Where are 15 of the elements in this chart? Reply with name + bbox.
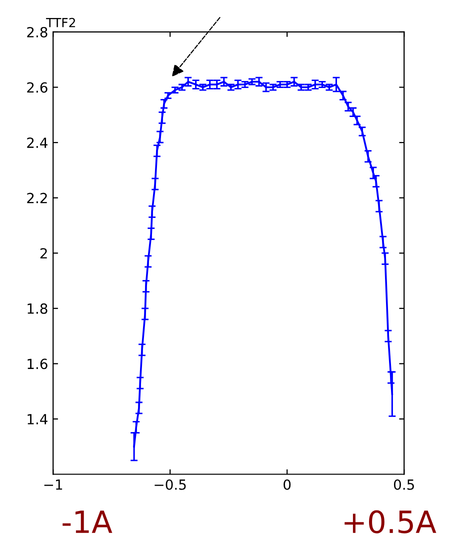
y-tick-label: 2.6 — [27, 82, 48, 93]
y-tick-label: 1.4 — [28, 414, 48, 424]
y-tick-label: 1.6 — [28, 358, 48, 370]
x-tick-label: −0.5 — [154, 479, 186, 490]
text: +0.5A — [344, 510, 436, 534]
x-tick-label: −1 — [44, 480, 62, 490]
y-tick-label: 1.8 — [28, 303, 48, 314]
y-tick-label: 2.2 — [27, 192, 47, 204]
text: -1A — [62, 510, 112, 533]
y-tick-label: 2.4 — [27, 138, 48, 148]
y-tick-label: 2 — [40, 248, 47, 258]
x-tick-label: 0.5 — [394, 479, 414, 490]
y-axis-title: TTF2 — [46, 18, 76, 28]
y-tick-label: 2.8 — [27, 26, 48, 38]
x-tick-label: 0 — [284, 479, 291, 490]
